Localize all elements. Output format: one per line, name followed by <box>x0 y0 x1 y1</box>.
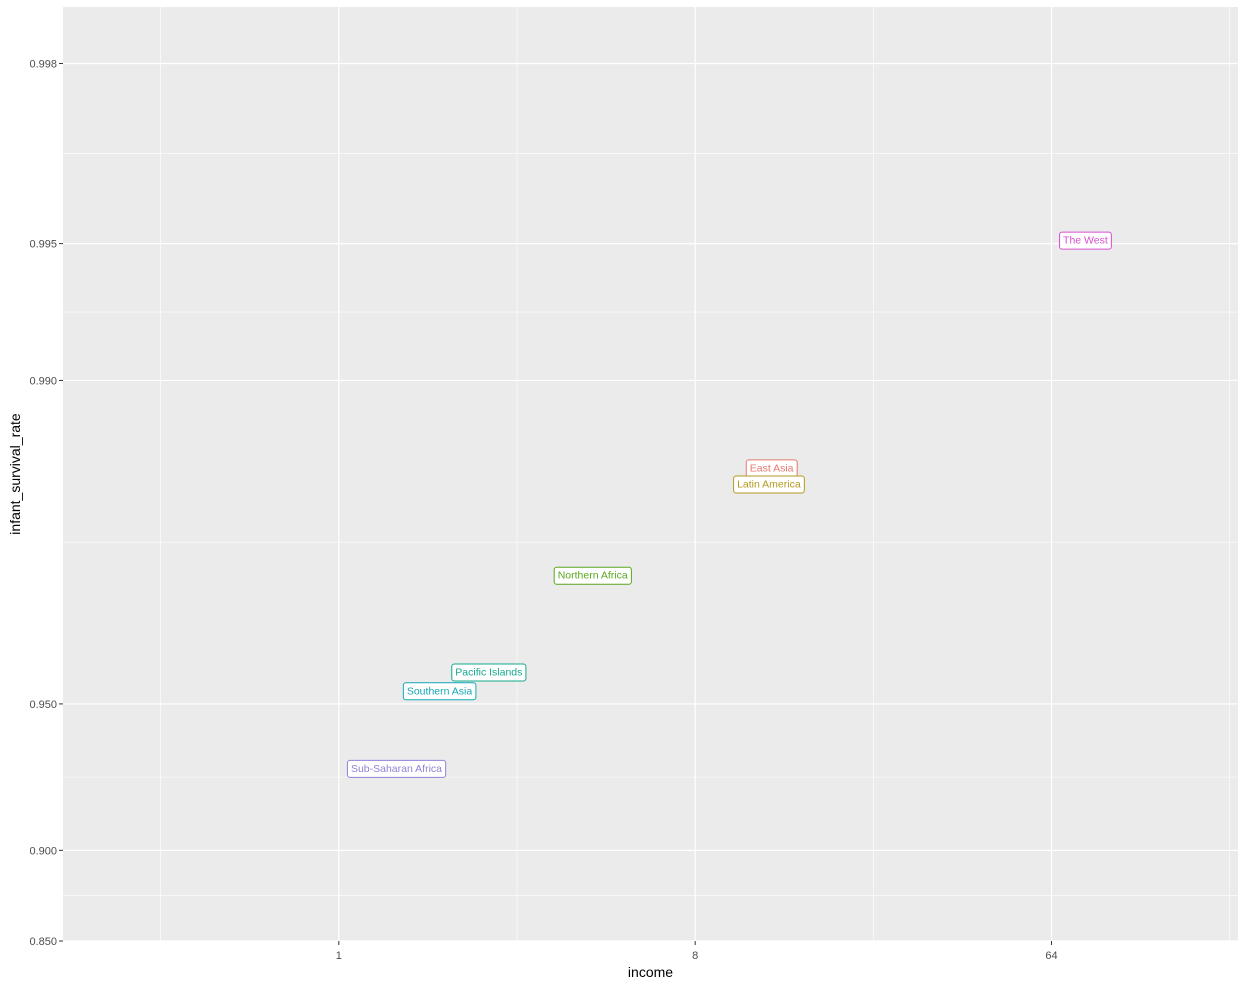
point-label-text: The West <box>1063 235 1108 247</box>
point-label: The West <box>1059 231 1112 250</box>
point-label: Pacific Islands <box>451 663 527 682</box>
point-label-text: Sub-Saharan Africa <box>351 763 442 775</box>
x-axis-title: income <box>628 964 673 980</box>
point-label-text: Latin America <box>737 478 801 490</box>
point-labels: The West East Asia Latin America Northern A… <box>346 231 1112 778</box>
point-label-text: Northern Africa <box>558 570 628 582</box>
y-tick-label: 0.990 <box>29 375 57 387</box>
point-label-box <box>733 475 805 494</box>
y-tick-label: 0.995 <box>29 239 57 251</box>
point-label: Latin America <box>733 475 805 494</box>
x-axis-ticks: 1 8 64 <box>336 941 1058 962</box>
point-label: Southern Asia <box>402 682 477 701</box>
point-label: Northern Africa <box>553 566 632 585</box>
y-axis-title: infant_survival_rate <box>7 413 23 535</box>
y-tick-label: 0.850 <box>29 936 57 948</box>
point-label-box <box>553 566 632 585</box>
y-tick-label: 0.998 <box>29 58 57 70</box>
point-label: East Asia <box>745 459 798 478</box>
point-label-box <box>402 682 477 701</box>
point-label-text: East Asia <box>750 462 794 474</box>
major-gridlines <box>63 7 1238 942</box>
y-axis-ticks: 0.850 0.900 0.950 0.990 0.995 0.998 <box>29 58 63 948</box>
point-label-box <box>451 663 527 682</box>
x-tick-label: 1 <box>336 950 342 962</box>
point-label-box <box>1059 231 1112 250</box>
point-label-text: Pacific Islands <box>455 666 522 678</box>
y-tick-label: 0.900 <box>29 845 57 857</box>
minor-gridlines <box>63 7 1238 941</box>
x-tick-label: 8 <box>692 950 698 962</box>
point-label: Sub-Saharan Africa <box>346 759 447 778</box>
panel-background <box>63 7 1238 941</box>
point-label-box <box>346 759 447 778</box>
y-tick-label: 0.950 <box>29 699 57 711</box>
x-tick-label: 64 <box>1045 950 1057 962</box>
point-label-text: Southern Asia <box>407 685 473 697</box>
